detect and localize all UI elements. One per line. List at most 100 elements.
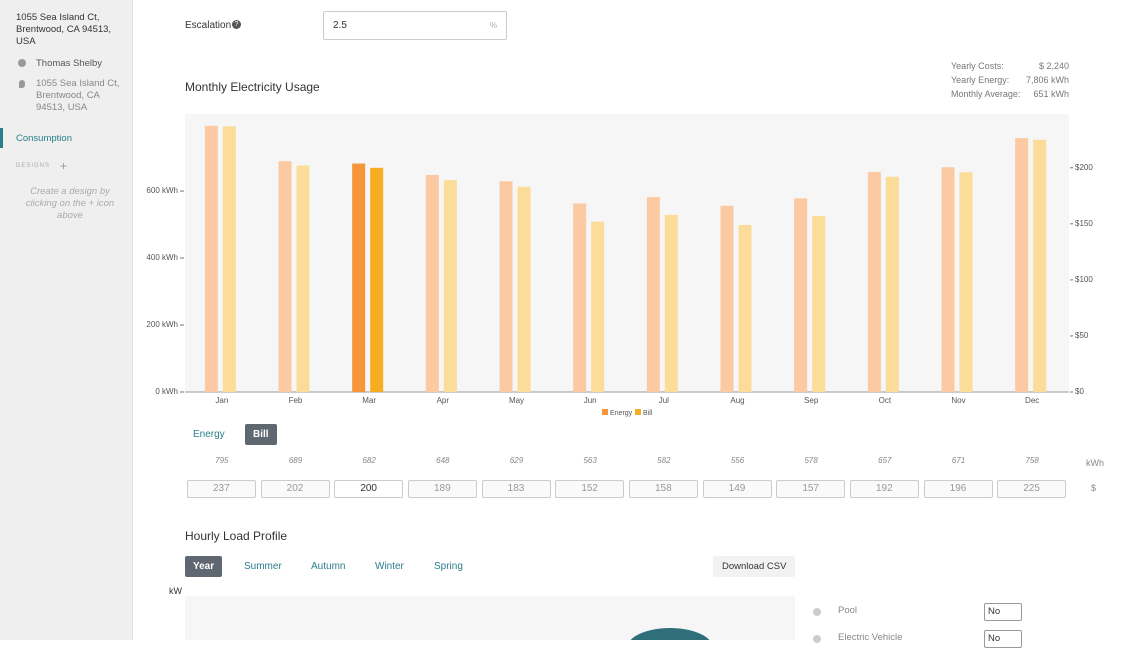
y2-tick-label: $50 [1075,331,1089,340]
energy-value: 578 [804,456,818,465]
option-select[interactable]: No [984,630,1022,648]
bar [867,171,881,392]
bill-input[interactable]: 196 [923,480,993,498]
bar [1033,139,1047,392]
season-tab[interactable]: Winter [375,561,404,572]
option-dot [813,635,821,643]
x-tick-label: Aug [730,396,744,405]
energy-value: 629 [509,456,524,465]
bill-input[interactable]: 202 [260,480,330,498]
address: 1055 Sea Island Ct, Brentwood, CA 94513,… [16,12,112,47]
bill-input[interactable]: 149 [702,480,772,498]
energy-value: 657 [878,456,892,465]
y-tick-label: 400 kWh [146,253,178,262]
season-tab[interactable]: Summer [244,561,282,572]
designs-label: DESIGNS [16,163,51,169]
bill-input[interactable]: 189 [407,480,477,498]
energy-value: 682 [362,456,376,465]
x-tick-label: Jul [659,396,669,405]
bar [664,214,678,392]
bar [812,216,826,392]
summary-value: 7,806 kWh [1025,75,1069,85]
load-profile-area [185,596,795,640]
escalation-value: 2.5 [333,20,347,31]
option-label: Pool [838,605,858,616]
x-tick-label: Feb [289,396,303,405]
nav-indicator [0,128,3,148]
bill-input[interactable]: 225 [997,480,1067,498]
legend-label: Bill [643,410,653,417]
legend-label: Energy [610,410,633,417]
bar [959,172,973,392]
location-icon [19,80,25,88]
bill-input[interactable]: 192 [849,480,919,498]
bill-input[interactable]: 152 [555,480,625,498]
season-tab[interactable]: Year [185,556,223,577]
x-tick-label: Jun [584,396,597,405]
bar [591,221,605,392]
energy-value: 648 [436,456,450,465]
bar [517,186,531,392]
summary-label: Yearly Costs: [951,61,1004,71]
plot-area [185,114,1069,392]
help-icon[interactable]: ? [232,20,241,29]
bar [1015,138,1029,392]
bar [222,126,236,393]
load-shape [627,628,713,640]
chart-title: Monthly Electricity Usage [185,80,320,94]
designs-hint: Create a design by clicking on the + ico… [25,186,115,221]
bar [278,161,292,392]
x-tick-label: Nov [951,396,965,405]
bar [296,165,310,392]
energy-value: 563 [583,456,597,465]
bill-unit: $ [1091,483,1097,493]
location: 1055 Sea Island Ct, Brentwood, CA 94513,… [36,78,120,113]
bill-input[interactable]: 158 [628,480,698,498]
toggle-button[interactable]: Bill [245,424,277,445]
bill-input[interactable]: 157 [776,480,846,498]
summary-label: Yearly Energy: [951,75,1010,85]
energy-value: 556 [730,456,745,465]
download-button[interactable]: Download CSV [713,556,796,577]
x-tick-label: Apr [437,396,450,405]
bar [352,163,366,392]
summary-value: $ 2,240 [1038,61,1069,71]
bar [573,203,587,392]
bar [370,167,384,392]
y2-tick-label: $150 [1075,219,1093,228]
bar [885,176,899,392]
bar [794,198,808,392]
user: Thomas Shelby [36,58,103,69]
bill-input[interactable]: 200 [334,480,404,498]
escalation-label: Escalation [185,20,232,31]
sidebar: 1055 Sea Island Ct, Brentwood, CA 94513,… [0,0,133,640]
toggle-button[interactable]: Energy [193,429,225,440]
y-tick-label: 0 kWh [155,387,178,396]
season-tab[interactable]: Autumn [311,561,346,572]
x-tick-label: Dec [1025,396,1039,405]
bar [738,224,752,392]
bill-input[interactable]: 237 [186,480,256,498]
legend-swatch [602,409,608,415]
y2-tick-label: $200 [1075,163,1093,172]
escalation-input[interactable]: 2.5 % [323,11,507,40]
y2-tick-label: $0 [1075,387,1084,396]
add-design[interactable]: + [60,159,68,173]
legend-swatch [635,409,641,415]
user-icon [18,59,26,67]
bar [499,181,513,392]
energy-value: 582 [657,456,671,465]
y-unit: kW [169,586,182,596]
nav-item[interactable]: Consumption [16,133,72,144]
escalation-unit: % [489,21,497,30]
bar [720,205,734,392]
option-select[interactable]: No [984,603,1022,621]
y-tick-label: 600 kWh [146,186,178,195]
summary-label: Monthly Average: [951,89,1021,99]
option-label: Electric Vehicle [838,632,903,643]
bill-input[interactable]: 183 [481,480,551,498]
energy-unit: kWh [1086,458,1104,468]
energy-value: 795 [215,456,229,465]
season-tab[interactable]: Spring [434,561,463,572]
